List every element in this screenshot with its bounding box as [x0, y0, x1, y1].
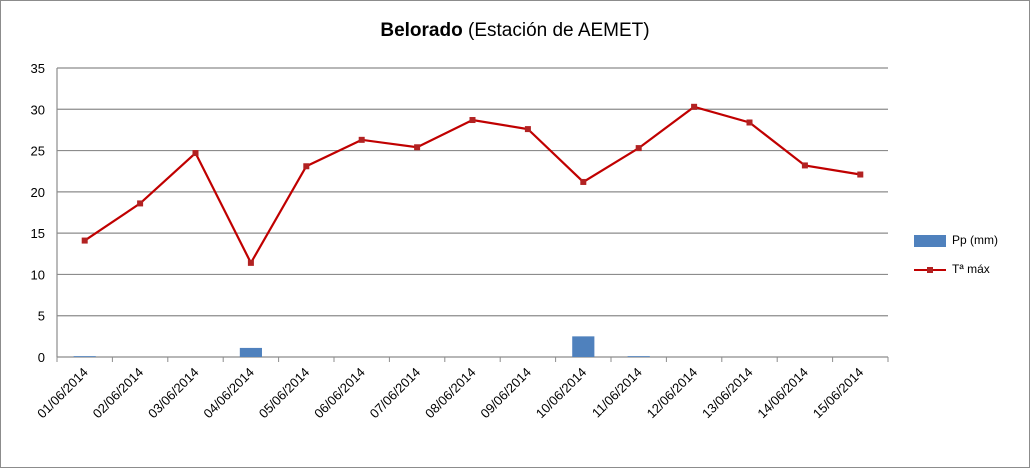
precip-bar: [572, 336, 595, 357]
x-tick-label: 11/06/2014: [589, 365, 645, 421]
y-tick-label: 35: [31, 61, 45, 76]
temp-point: [857, 171, 864, 178]
y-tick-label: 15: [31, 226, 45, 241]
chart-title: Belorado (Estación de AEMET): [0, 20, 1030, 42]
x-tick-label: 10/06/2014: [533, 365, 590, 422]
temp-point: [358, 136, 365, 143]
legend-label-precip: Pp (mm): [952, 233, 998, 247]
temp-point: [746, 119, 753, 126]
temp-point: [691, 103, 698, 110]
y-tick-label: 25: [31, 144, 45, 159]
x-tick-label: 03/06/2014: [145, 365, 202, 422]
temp-point: [524, 126, 531, 133]
legend-label-temp: Tª máx: [952, 262, 990, 276]
y-tick-label: 5: [38, 309, 45, 324]
x-tick-label: 05/06/2014: [256, 365, 313, 422]
x-tick-label: 14/06/2014: [754, 365, 811, 422]
x-tick-label: 08/06/2014: [422, 365, 479, 422]
temp-point: [635, 145, 642, 152]
x-tick-label: 13/06/2014: [699, 365, 756, 422]
temp-point: [247, 259, 254, 266]
x-tick-label: 06/06/2014: [311, 365, 368, 422]
legend-swatch-line: [914, 264, 946, 276]
legend-item-temp: Tª máx: [914, 262, 990, 276]
precip-bar: [627, 356, 650, 357]
legend-item-precip: Pp (mm): [914, 233, 998, 247]
temp-point: [801, 162, 808, 169]
temp-line: [84, 105, 861, 266]
x-tick-label: 01/06/2014: [34, 365, 91, 422]
x-tick-label: 07/06/2014: [367, 365, 424, 422]
x-tick-label: 15/06/2014: [810, 365, 867, 422]
temp-point: [469, 117, 476, 124]
x-tick-label: 12/06/2014: [644, 365, 701, 422]
temp-point: [303, 163, 310, 170]
chart-title-main: Belorado: [380, 20, 463, 41]
x-tick-label: 02/06/2014: [90, 365, 147, 422]
x-tick-label: 09/06/2014: [477, 365, 534, 422]
precip-bar: [239, 347, 262, 357]
temp-point: [580, 178, 587, 185]
precip-bar: [73, 356, 96, 357]
temp-point: [137, 200, 144, 207]
temp-point: [192, 150, 199, 157]
x-tick-label: 04/06/2014: [200, 365, 257, 422]
y-tick-label: 10: [31, 267, 45, 282]
temp-point: [414, 144, 421, 151]
y-tick-label: 30: [31, 102, 45, 117]
chart-title-sub: (Estación de AEMET): [462, 20, 650, 41]
y-tick-label: 20: [31, 185, 45, 200]
y-tick-label: 0: [38, 350, 45, 365]
temp-point: [81, 237, 88, 244]
legend-swatch-bar: [914, 234, 946, 247]
